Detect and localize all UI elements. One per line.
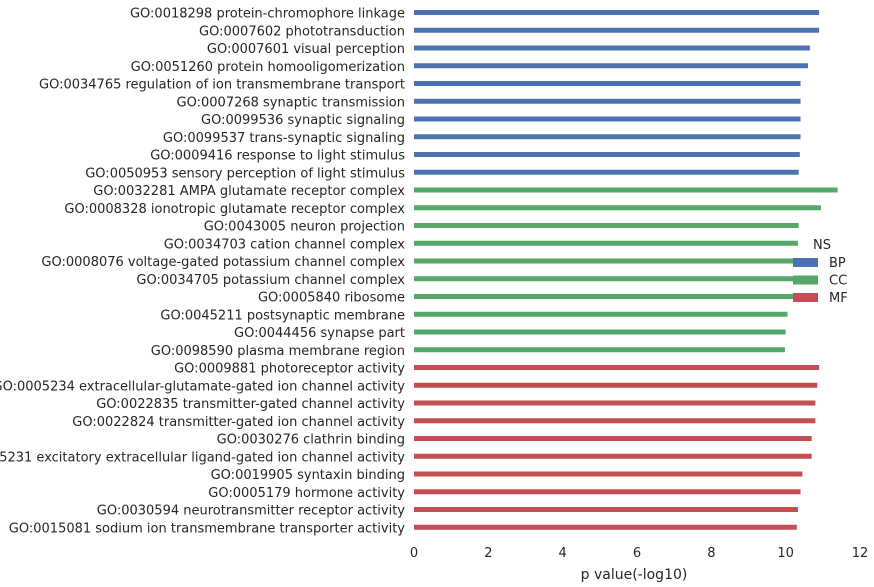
x-axis: 0 2 4 6 8 10 12 xyxy=(410,546,868,561)
legend-swatch-bp xyxy=(793,258,818,267)
bar-mf xyxy=(414,418,816,424)
bar-cc xyxy=(414,347,785,353)
x-tick-label: 0 xyxy=(410,546,418,561)
bar-mf xyxy=(414,524,797,530)
bar-mf xyxy=(414,365,820,370)
category-label: GO:0030594 neurotransmitter receptor act… xyxy=(97,504,406,519)
category-label: GO:0022824 transmitter-gated ion channel… xyxy=(72,415,405,430)
category-label: GO:0005231 excitatory extracellular liga… xyxy=(0,450,405,465)
bar-bp xyxy=(414,152,800,157)
bar-cc xyxy=(414,223,799,228)
bar-bp xyxy=(414,63,808,69)
bar-mf xyxy=(414,400,816,406)
category-label: GO:0034705 potassium channel complex xyxy=(136,273,405,288)
bar-bp xyxy=(414,169,799,175)
bar-cc xyxy=(414,240,798,246)
category-label: GO:0022835 transmitter-gated channel act… xyxy=(96,397,405,412)
bar-cc xyxy=(414,294,794,299)
category-label: GO:0007268 synaptic transmission xyxy=(177,95,405,110)
category-label: GO:0030276 clathrin binding xyxy=(217,433,405,448)
legend-label-cc: CC xyxy=(829,274,847,289)
category-label: GO:0045211 postsynaptic membrane xyxy=(160,308,405,323)
x-tick-label: 6 xyxy=(633,546,641,561)
bar-bp xyxy=(414,10,820,15)
x-tick-label: 2 xyxy=(484,546,492,561)
bar-cc xyxy=(414,258,795,264)
bar-cc xyxy=(414,205,821,211)
bar-bp xyxy=(414,45,810,51)
legend-title: NS xyxy=(813,238,831,253)
x-tick-label: 12 xyxy=(852,546,869,561)
bar-cc xyxy=(414,329,786,335)
category-label: GO:0018298 protein-chromophore linkage xyxy=(130,7,405,22)
category-label: GO:0034765 regulation of ion transmembra… xyxy=(39,78,405,93)
category-label: GO:0099537 trans-synaptic signaling xyxy=(163,131,405,146)
bar-cc xyxy=(414,311,788,317)
category-label: GO:0019905 syntaxin binding xyxy=(211,468,405,483)
category-label: GO:0005840 ribosome xyxy=(258,291,405,306)
x-tick-label: 4 xyxy=(559,546,567,561)
bar-bp xyxy=(414,134,801,140)
category-label: GO:0044456 synapse part xyxy=(234,326,405,341)
category-label: GO:0015081 sodium ion transmembrane tran… xyxy=(9,521,405,536)
category-label: GO:0005179 hormone activity xyxy=(208,486,405,501)
category-label: GO:0050953 sensory perception of light s… xyxy=(85,166,405,181)
legend-label-bp: BP xyxy=(829,256,846,271)
category-label: GO:0009881 photoreceptor activity xyxy=(174,362,405,377)
x-tick-label: 10 xyxy=(777,546,794,561)
bar-mf xyxy=(414,489,801,495)
legend-swatch-cc xyxy=(793,275,818,285)
bar-bp xyxy=(414,116,801,122)
bar-bp xyxy=(414,98,801,104)
category-label: GO:0007602 phototransduction xyxy=(199,24,405,39)
category-label: GO:0051260 protein homooligomerization xyxy=(131,60,405,75)
category-label: GO:0032281 AMPA glutamate receptor compl… xyxy=(93,184,405,199)
category-label: GO:0008076 voltage-gated potassium chann… xyxy=(41,255,405,270)
bar-cc xyxy=(414,276,795,282)
bar-mf xyxy=(414,453,812,459)
bar-bp xyxy=(414,81,801,86)
category-labels: GO:0018298 protein-chromophore linkage GO… xyxy=(0,7,405,537)
category-label: GO:0099536 synaptic signaling xyxy=(201,113,405,128)
category-label: GO:0043005 neuron projection xyxy=(204,220,405,235)
bar-mf xyxy=(414,507,798,512)
bar-mf xyxy=(414,382,818,388)
category-label: GO:0034703 cation channel complex xyxy=(164,237,406,252)
category-label: GO:0098590 plasma membrane region xyxy=(151,344,405,359)
category-label: GO:0005234 extracellular-glutamate-gated… xyxy=(0,379,405,394)
bar-bp xyxy=(414,27,820,33)
x-axis-label: p value(-log10) xyxy=(581,567,688,583)
legend-swatch-mf xyxy=(793,293,818,302)
legend: NS BP CC MF xyxy=(793,238,848,306)
bar-mf xyxy=(414,471,803,477)
x-tick-label: 8 xyxy=(707,546,715,561)
bar-cc xyxy=(414,187,838,193)
bar-mf xyxy=(414,436,812,441)
category-label: GO:0008328 ionotropic glutamate receptor… xyxy=(64,202,405,217)
category-label: GO:0007601 visual perception xyxy=(207,42,405,57)
legend-label-mf: MF xyxy=(829,291,848,306)
bars-layer xyxy=(414,10,838,530)
category-label: GO:0009416 response to light stimulus xyxy=(150,149,405,164)
